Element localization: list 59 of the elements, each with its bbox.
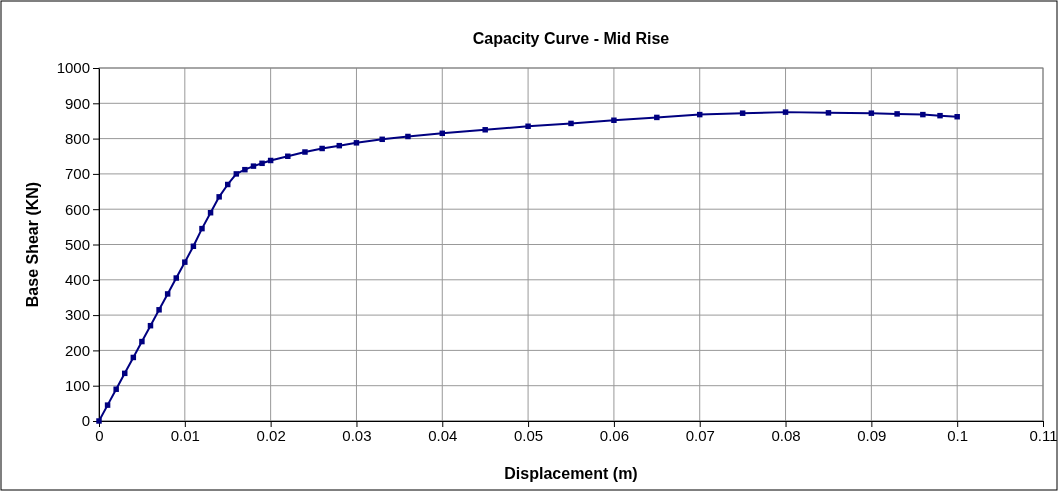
- point: [182, 259, 188, 265]
- point: [259, 160, 265, 167]
- point: [894, 111, 900, 117]
- point: [353, 140, 360, 146]
- point: [920, 111, 926, 118]
- point: [233, 171, 240, 177]
- point: [782, 109, 789, 115]
- x-tick-label: 0.09: [857, 426, 887, 444]
- point: [319, 145, 325, 152]
- x-tick-label: 0: [95, 426, 104, 444]
- y-tick-label: 400: [64, 271, 90, 289]
- point: [250, 163, 257, 169]
- y-tick-label: 700: [64, 165, 90, 183]
- point: [825, 110, 832, 116]
- point: [285, 153, 291, 159]
- y-tick-label: 100: [64, 377, 90, 394]
- point: [568, 120, 574, 127]
- point: [104, 402, 111, 408]
- point: [954, 113, 960, 120]
- point: [156, 307, 162, 313]
- x-tick-label: 0.11: [1029, 426, 1058, 444]
- x-tick-label: 0.05: [513, 426, 544, 444]
- x-tick-label: 0.03: [342, 426, 372, 444]
- y-tick-label: 600: [64, 200, 90, 218]
- point: [611, 117, 617, 123]
- point: [379, 136, 385, 143]
- x-tick-label: 0.07: [685, 426, 715, 444]
- y-tick-label: 0: [81, 412, 90, 430]
- y-tick-label: 900: [64, 94, 90, 112]
- x-axis-title: Displacement (m): [504, 465, 638, 482]
- x-tick-label: 0.02: [256, 426, 286, 444]
- x-tick-label: 0.04: [428, 426, 458, 444]
- y-axis-title: Base Shear (KN): [24, 181, 41, 308]
- x-tick-label: 0.1: [947, 426, 969, 444]
- y-tick-label: 1000: [56, 59, 90, 77]
- point: [242, 166, 248, 173]
- point: [216, 194, 222, 200]
- point: [654, 114, 660, 121]
- point: [405, 133, 411, 140]
- x-tick-label: 0.06: [599, 426, 630, 444]
- y-tick-label: 500: [64, 235, 90, 253]
- point: [113, 386, 119, 392]
- x-tick-label: 0.08: [771, 426, 801, 444]
- point: [868, 110, 875, 116]
- point: [739, 110, 746, 116]
- x-tick-label: 0.01: [170, 426, 200, 444]
- point: [164, 291, 171, 297]
- point: [139, 338, 145, 345]
- point: [482, 127, 488, 133]
- point: [199, 225, 205, 232]
- chart-title: Capacity Curve - Mid Rise: [472, 30, 670, 47]
- y-tick-label: 200: [64, 341, 90, 359]
- y-tick-label: 800: [64, 129, 90, 147]
- y-tick-label: 300: [64, 306, 90, 324]
- point: [937, 112, 943, 119]
- point: [302, 149, 308, 155]
- point: [96, 418, 102, 424]
- point: [173, 275, 179, 281]
- point: [525, 123, 531, 129]
